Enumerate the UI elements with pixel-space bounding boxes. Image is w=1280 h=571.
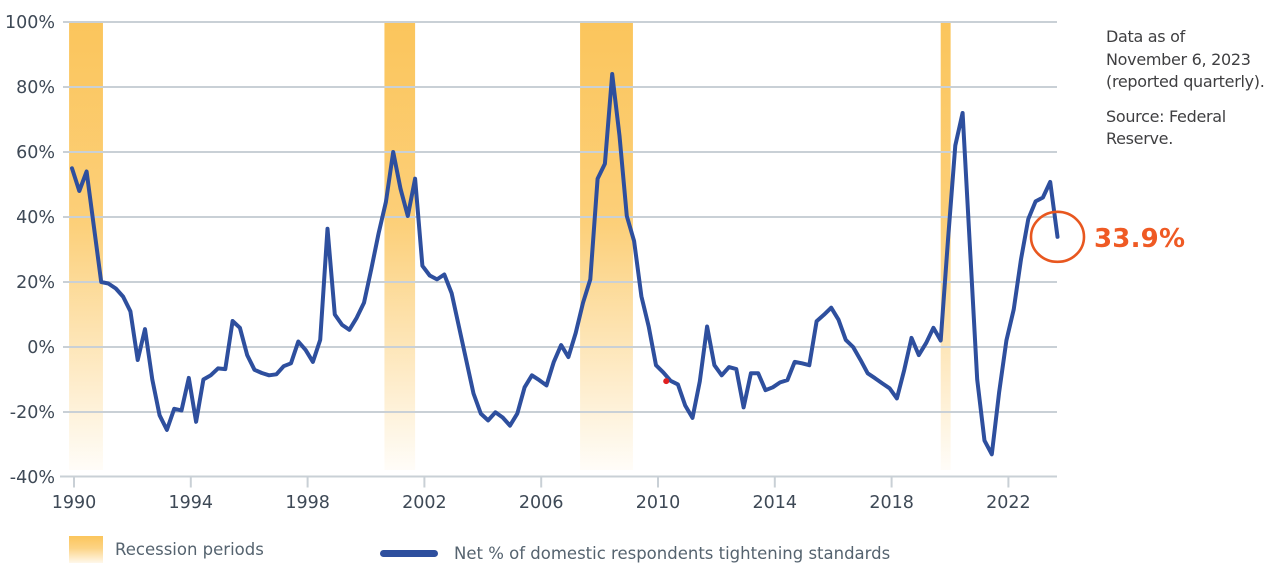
recession-band-swatch — [69, 536, 103, 563]
legend-item-recession: Recession periods — [69, 536, 264, 563]
y-tick-label: 20% — [16, 273, 55, 293]
y-tick-label: 60% — [16, 143, 55, 163]
annotation-circle — [1029, 210, 1086, 264]
source-note: Source: Federal Reserve. — [1106, 106, 1226, 149]
x-tick-label: 1998 — [285, 493, 330, 513]
legend-series-label: Net % of domestic respondents tightening… — [454, 544, 891, 563]
red-outlier-dot — [663, 378, 670, 385]
x-tick-label: 2014 — [753, 493, 798, 513]
x-tick-label: 2010 — [636, 493, 681, 513]
x-tick-label: 2022 — [986, 493, 1031, 513]
y-tick-label: -20% — [10, 403, 55, 423]
series-line-swatch — [380, 550, 438, 557]
data-note: Data as of November 6, 2023 (reported qu… — [1106, 26, 1270, 163]
legend-item-series: Net % of domestic respondents tightening… — [380, 544, 890, 563]
recession-band — [384, 22, 416, 470]
x-tick-label: 2006 — [519, 493, 564, 513]
data-as-of-note: Data as of November 6, 2023 (reported qu… — [1106, 27, 1265, 91]
y-tick-label: 100% — [5, 13, 55, 33]
y-tick-label: -40% — [10, 468, 55, 488]
legend: Recession periods Net % of domestic resp… — [0, 534, 1280, 570]
x-tick-label: 2018 — [869, 493, 914, 513]
y-tick-label: 0% — [27, 338, 55, 358]
series-line — [70, 72, 1060, 457]
x-tick-label: 2002 — [402, 493, 447, 513]
legend-recession-label: Recession periods — [115, 540, 264, 559]
recession-band — [580, 22, 633, 470]
y-tick-label: 80% — [16, 78, 55, 98]
x-tick-label: 1994 — [169, 493, 214, 513]
x-tick-label: 1990 — [52, 493, 97, 513]
latest-value-label: 33.9% — [1094, 224, 1186, 254]
y-tick-label: 40% — [16, 208, 55, 228]
